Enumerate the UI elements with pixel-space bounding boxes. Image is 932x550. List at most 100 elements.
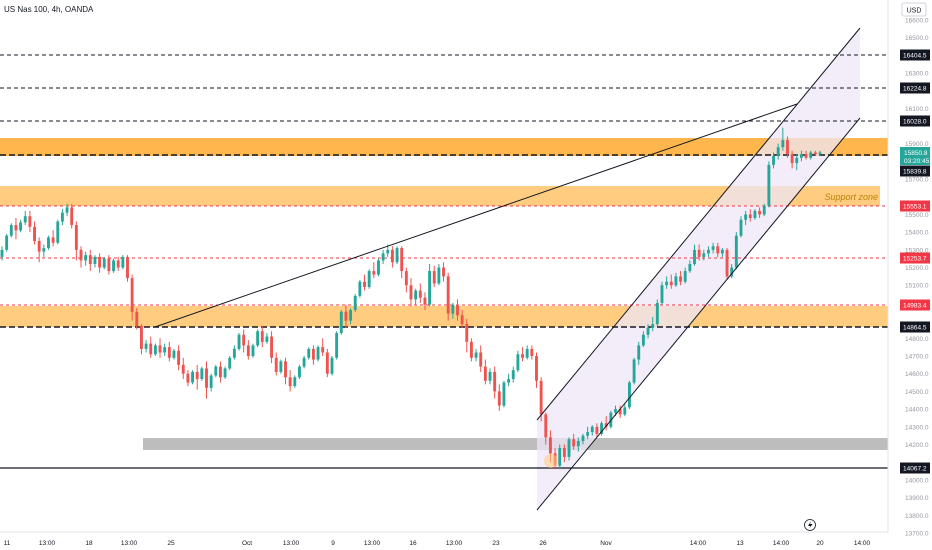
- candle: [219, 361, 222, 383]
- candle: [799, 150, 803, 162]
- price-axis[interactable]: 16600.0 16500.0 16300.0 16100.0 15900.0 15700…: [887, 0, 932, 550]
- candle: [358, 279, 362, 298]
- y-tick-label: 13900.0: [905, 495, 929, 502]
- x-tick-label: 9: [331, 540, 335, 547]
- candle: [158, 338, 162, 358]
- candle: [270, 331, 274, 364]
- candle: [390, 246, 394, 268]
- candle: [414, 288, 418, 305]
- candle: [65, 203, 69, 217]
- candle: [544, 412, 548, 445]
- candle: [316, 345, 320, 362]
- x-tick-label: 16: [409, 540, 417, 547]
- levels-layer: [0, 54, 888, 469]
- candle: [163, 343, 167, 357]
- candle: [488, 368, 492, 385]
- currency-button[interactable]: USD: [901, 2, 927, 17]
- candle: [74, 221, 78, 261]
- y-tick-label: 14300.0: [905, 424, 929, 431]
- candle: [483, 359, 487, 385]
- candle: [646, 324, 650, 339]
- candle: [246, 340, 250, 360]
- candle: [558, 444, 562, 470]
- lightning-icon[interactable]: [804, 519, 816, 531]
- time-axis[interactable]: 11 13:00 18 13:00 25 Oct 13:00 9 13:00 16 13:00 23 2…: [0, 531, 888, 547]
- y-tick-label: 15400.0: [905, 230, 929, 237]
- candle: [274, 352, 278, 376]
- candle: [251, 343, 255, 358]
- support-zone-label: Support zone: [824, 192, 878, 202]
- candle: [442, 262, 445, 282]
- candle: [298, 364, 301, 380]
- candle: [172, 348, 176, 360]
- candle: [177, 345, 181, 371]
- candle: [56, 219, 60, 245]
- candle: [576, 437, 580, 452]
- candle: [804, 150, 808, 160]
- candle: [372, 262, 376, 279]
- candle: [79, 246, 83, 268]
- candle: [572, 433, 576, 450]
- price-label-text: 15553.1: [903, 204, 927, 211]
- candle: [465, 318, 469, 353]
- countdown-text: 03:20:45: [904, 158, 930, 165]
- candle: [191, 370, 194, 385]
- price-label-text: 14067.2: [903, 466, 927, 473]
- candle: [734, 232, 738, 270]
- candle: [307, 347, 311, 360]
- candle: [200, 366, 204, 381]
- candle: [539, 377, 543, 422]
- candle: [93, 255, 97, 268]
- candle: [149, 336, 153, 358]
- y-tick-label: 14700.0: [905, 354, 929, 361]
- y-tick-label: 14400.0: [905, 407, 929, 414]
- candle: [353, 294, 357, 312]
- drawings-layer: [154, 27, 861, 511]
- candle: [730, 263, 734, 279]
- candle: [284, 357, 287, 385]
- candle: [84, 251, 88, 266]
- candle: [214, 364, 218, 378]
- candle: [325, 348, 329, 378]
- candle: [302, 356, 306, 369]
- candle: [521, 347, 524, 362]
- candle: [88, 249, 92, 272]
- x-tick-label: 25: [167, 540, 175, 547]
- candle: [432, 265, 436, 287]
- candle: [776, 143, 780, 160]
- candle: [632, 357, 636, 385]
- candle: [377, 258, 380, 277]
- candle: [502, 380, 506, 408]
- candle: [665, 276, 669, 289]
- candle: [330, 356, 334, 376]
- candle: [42, 244, 46, 257]
- candle: [744, 210, 748, 226]
- current-price-text: 15850.8: [904, 150, 928, 157]
- y-tick-label: 15500.0: [905, 212, 929, 219]
- candle: [9, 223, 13, 238]
- candle: [707, 246, 710, 257]
- candle: [256, 329, 260, 348]
- price-label: 15850.803:20:45: [900, 147, 930, 165]
- price-label: 14067.2: [900, 462, 930, 474]
- candle: [702, 249, 706, 261]
- candle: [716, 242, 720, 257]
- y-tick-label: 15700.0: [905, 177, 929, 184]
- candle: [562, 444, 566, 463]
- candle: [669, 274, 673, 289]
- candle: [535, 352, 538, 388]
- candle: [604, 416, 608, 431]
- candle: [446, 272, 450, 321]
- x-tick-label: 14:00: [854, 540, 871, 547]
- price-label-text: 15253.7: [903, 256, 927, 263]
- price-label: 15553.1: [900, 200, 930, 212]
- price-label: 14983.4: [900, 299, 930, 311]
- price-label-text: 14983.4: [903, 303, 927, 310]
- price-label: 15839.8: [900, 165, 930, 177]
- x-tick-label: Nov: [600, 540, 612, 547]
- x-tick-label: 13:00: [39, 540, 56, 547]
- candle: [288, 370, 292, 392]
- candle: [228, 356, 232, 371]
